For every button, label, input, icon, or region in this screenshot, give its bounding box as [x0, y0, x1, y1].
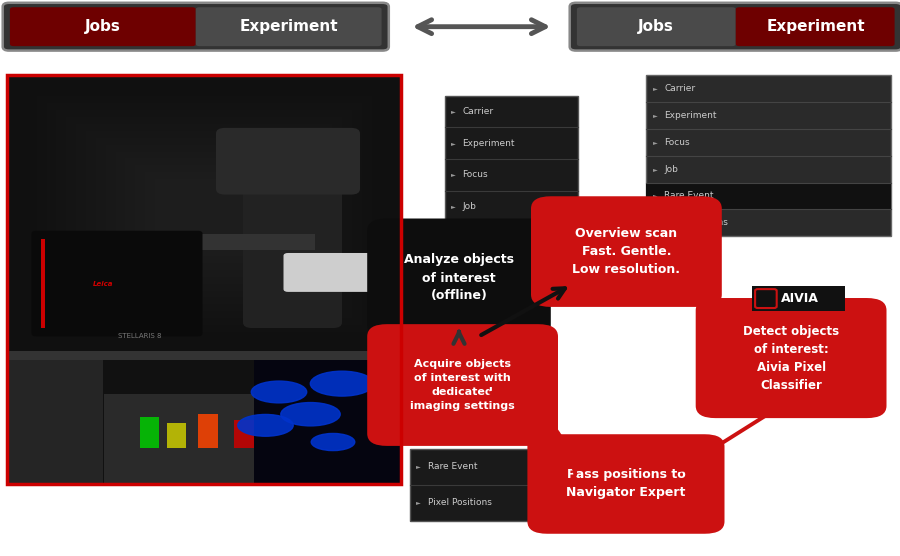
FancyBboxPatch shape [76, 123, 332, 305]
FancyBboxPatch shape [243, 150, 342, 328]
Text: Experiment: Experiment [664, 111, 716, 120]
FancyBboxPatch shape [135, 166, 274, 263]
FancyBboxPatch shape [165, 186, 244, 242]
FancyBboxPatch shape [531, 196, 722, 307]
FancyBboxPatch shape [198, 414, 218, 448]
Text: Overview scan
Fast. Gentle.
Low resolution.: Overview scan Fast. Gentle. Low resoluti… [572, 227, 680, 276]
FancyBboxPatch shape [104, 394, 324, 483]
Text: ►: ► [451, 204, 455, 209]
FancyBboxPatch shape [752, 286, 845, 311]
FancyBboxPatch shape [140, 417, 159, 448]
FancyBboxPatch shape [27, 89, 382, 339]
Text: Jobs: Jobs [638, 19, 674, 34]
FancyBboxPatch shape [646, 182, 891, 210]
FancyBboxPatch shape [57, 110, 352, 318]
Text: Acquire objects
of interest with
dedicated
imaging settings: Acquire objects of interest with dedicat… [410, 359, 515, 411]
FancyBboxPatch shape [125, 158, 284, 270]
Text: ►: ► [652, 220, 657, 225]
Text: ►: ► [416, 464, 420, 469]
Text: Jobs: Jobs [85, 19, 121, 34]
FancyBboxPatch shape [9, 351, 400, 360]
FancyBboxPatch shape [367, 219, 551, 337]
Text: Rare Event: Rare Event [428, 462, 477, 471]
Text: ►: ► [451, 172, 455, 177]
Ellipse shape [251, 381, 307, 403]
Ellipse shape [310, 371, 374, 396]
FancyBboxPatch shape [7, 75, 401, 353]
Text: Carrier: Carrier [664, 84, 696, 93]
Text: ►: ► [652, 86, 657, 91]
Ellipse shape [311, 434, 355, 450]
FancyBboxPatch shape [67, 117, 342, 311]
FancyBboxPatch shape [175, 193, 234, 235]
FancyBboxPatch shape [32, 231, 202, 336]
Text: Experiment: Experiment [463, 138, 515, 148]
Text: AIVIA: AIVIA [781, 292, 819, 305]
Text: Rare Event: Rare Event [664, 191, 714, 201]
FancyBboxPatch shape [284, 253, 392, 292]
Text: Pixel Positions: Pixel Positions [664, 219, 728, 227]
FancyBboxPatch shape [570, 3, 900, 51]
FancyBboxPatch shape [184, 200, 224, 228]
FancyBboxPatch shape [445, 96, 578, 222]
Text: Pass positions to
Navigator Expert: Pass positions to Navigator Expert [566, 469, 686, 499]
FancyBboxPatch shape [234, 420, 254, 448]
Text: ►: ► [451, 141, 455, 146]
Text: Pixel Positions: Pixel Positions [428, 498, 491, 508]
Text: Focus: Focus [664, 138, 689, 147]
FancyBboxPatch shape [646, 75, 891, 236]
FancyBboxPatch shape [135, 234, 315, 250]
Text: Focus: Focus [463, 170, 488, 180]
Text: Leica: Leica [94, 281, 113, 286]
FancyBboxPatch shape [196, 7, 382, 46]
FancyBboxPatch shape [696, 298, 886, 418]
FancyBboxPatch shape [115, 152, 293, 277]
Text: Experiment: Experiment [766, 19, 865, 34]
FancyBboxPatch shape [47, 103, 362, 325]
FancyBboxPatch shape [216, 128, 360, 195]
Text: Job: Job [463, 202, 476, 211]
Ellipse shape [281, 403, 340, 426]
FancyBboxPatch shape [40, 239, 45, 328]
Text: STELLARIS 8: STELLARIS 8 [118, 334, 161, 339]
Text: Analyze objects
of interest
(offline): Analyze objects of interest (offline) [404, 254, 514, 302]
FancyBboxPatch shape [527, 434, 724, 534]
FancyBboxPatch shape [155, 179, 254, 249]
Text: ►: ► [652, 193, 657, 198]
Text: Detect objects
of interest:
Aivia Pixel
Classifier: Detect objects of interest: Aivia Pixel … [743, 325, 839, 391]
Text: ►: ► [652, 167, 657, 172]
FancyBboxPatch shape [577, 7, 736, 46]
Text: Experiment: Experiment [239, 19, 338, 34]
FancyBboxPatch shape [3, 3, 389, 51]
Text: Carrier: Carrier [463, 107, 494, 116]
FancyBboxPatch shape [7, 353, 401, 484]
FancyBboxPatch shape [736, 7, 895, 46]
Text: ►: ► [652, 113, 657, 118]
FancyBboxPatch shape [10, 7, 196, 46]
FancyBboxPatch shape [367, 324, 558, 446]
FancyBboxPatch shape [410, 449, 544, 521]
FancyBboxPatch shape [145, 172, 264, 256]
FancyBboxPatch shape [106, 145, 302, 284]
Text: ►: ► [416, 500, 420, 505]
FancyBboxPatch shape [37, 96, 372, 332]
FancyBboxPatch shape [9, 355, 104, 483]
FancyBboxPatch shape [194, 207, 214, 221]
FancyBboxPatch shape [254, 355, 400, 483]
Text: Job: Job [664, 165, 678, 173]
Text: ►: ► [652, 140, 657, 145]
FancyBboxPatch shape [86, 131, 322, 297]
FancyBboxPatch shape [96, 137, 312, 290]
Text: ►: ► [451, 109, 455, 114]
Ellipse shape [238, 414, 293, 436]
FancyBboxPatch shape [166, 423, 186, 448]
